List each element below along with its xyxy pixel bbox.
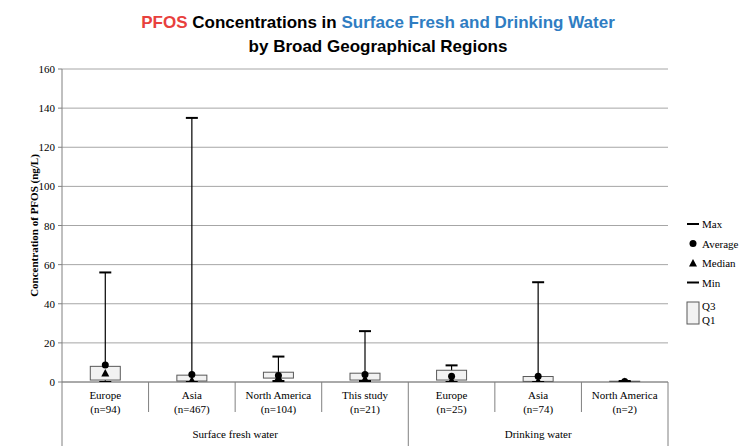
legend-symbol [687,282,699,284]
category-label-line: (n=94) [90,403,120,416]
box [263,372,293,378]
category-separator [494,382,495,412]
title: PFOS Concentrations in Surface Fresh and… [141,13,615,32]
legend-label: Max [702,218,723,230]
grid-line [62,225,668,226]
subtitle: by Broad Geographical Regions [249,37,508,56]
category-label-line: North America [246,389,312,401]
category-label: Asia (n=467) [174,389,210,416]
max-marker [99,271,111,273]
tick-label: 20 [44,337,56,349]
average-marker [275,372,282,379]
grid-line [62,264,668,265]
category-label-line: Asia [182,389,202,401]
tick-mark [58,186,62,187]
legend-label: Median [702,257,736,269]
tick-label: 140 [39,102,56,114]
y-axis-label: Concentration of PFOS (ng/L) [28,154,41,297]
tick-label: 80 [44,220,56,232]
tick-mark [58,108,62,109]
chart: PFOS Concentrations in Surface Fresh and… [0,0,756,447]
legend-label: Q1 [702,314,715,326]
tick-label: 40 [44,298,56,310]
category-separator [321,382,322,412]
average-marker [535,373,542,380]
grid-line [62,303,668,304]
average-marker [362,371,369,378]
category-separator [408,382,409,446]
max-marker [186,117,198,119]
category-label: This study (n=21) [342,389,389,416]
box [437,370,467,380]
category-label-line: (n=25) [437,403,467,416]
tick-label: 60 [44,259,56,271]
category-label-line: (n=2) [612,403,637,416]
legend-symbol [690,240,697,247]
grid-line [62,69,668,70]
title-part: Concentrations in [188,13,342,32]
legend-label: Min [702,277,721,289]
tick-label: 100 [39,180,56,192]
category-separator [581,382,582,412]
category-label: North America (n=104) [246,389,312,416]
legend-label: Average [702,238,739,250]
legend-symbol [687,302,699,324]
max-marker [359,330,371,332]
category-separator [668,382,669,446]
tick-mark [58,225,62,226]
average-marker [188,371,195,378]
category-label-line: (n=104) [261,403,297,416]
category-separator [62,382,63,446]
category-separator [235,382,236,412]
legend-symbol [689,259,697,267]
category-label-line: (n=21) [350,403,380,416]
category-label-line: (n=74) [523,403,553,416]
group-label: Surface fresh water [192,428,278,440]
tick-mark [58,382,62,383]
tick-label: 0 [50,376,56,388]
grid-line [62,108,668,109]
average-marker [102,361,109,368]
title-part: PFOS [141,13,187,32]
category-separator [148,382,149,412]
category-label-line: (n=467) [174,403,210,416]
average-marker [621,378,628,382]
tick-mark [58,303,62,304]
max-marker [446,364,458,366]
grid-line [62,186,668,187]
tick-mark [58,69,62,70]
category-label-line: Europe [436,389,468,401]
category-label-line: North America [592,389,658,401]
tick-mark [58,342,62,343]
tick-label: 120 [39,141,56,153]
whisker [191,118,192,382]
max-marker [532,281,544,283]
y-axis [62,69,63,382]
category-label: North America (n=2) [592,389,658,416]
tick-mark [58,147,62,148]
tick-label: 160 [39,63,56,75]
whisker [538,282,539,382]
legend-label: Q3 [702,300,716,312]
category-label: Europe (n=94) [89,389,121,416]
grid-line [62,147,668,148]
tick-mark [58,264,62,265]
marks [90,118,639,382]
category-label-line: Europe [89,389,121,401]
category-label: Europe (n=25) [436,389,468,416]
title-part: Surface Fresh and Drinking Water [341,13,615,32]
average-marker [448,373,455,380]
legend-symbol [687,223,699,225]
group-label: Drinking water [505,428,572,440]
category-label-line: Asia [528,389,548,401]
category-label: Asia (n=74) [523,389,553,416]
median-marker [621,377,629,382]
category-label-line: This study [342,389,389,401]
max-marker [272,356,284,358]
median-marker [101,369,109,377]
min-marker [99,381,111,382]
